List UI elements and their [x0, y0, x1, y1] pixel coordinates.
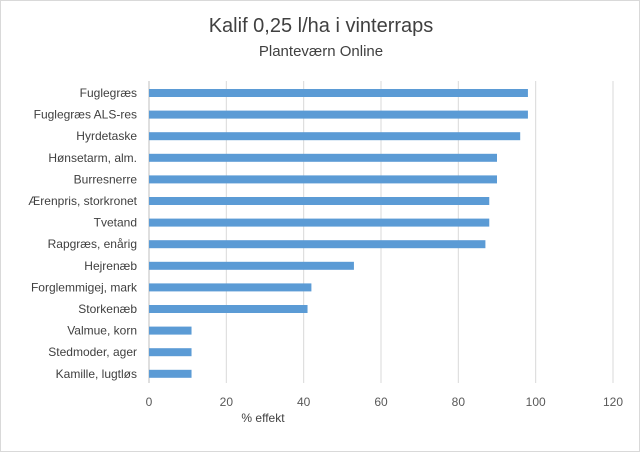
bar — [149, 110, 528, 119]
category-label: Valmue, korn — [67, 324, 137, 338]
category-label: Rapgræs, enårig — [48, 237, 137, 251]
x-tick-label: 100 — [526, 395, 546, 409]
bar — [149, 218, 490, 227]
x-tick-label: 60 — [374, 395, 388, 409]
bar — [149, 261, 354, 270]
bar — [149, 326, 192, 335]
category-label: Fuglegræs — [80, 86, 137, 100]
bar — [149, 89, 528, 97]
bar — [149, 240, 486, 249]
bar — [149, 348, 192, 357]
bar — [149, 175, 497, 184]
x-tick-label: 120 — [603, 395, 623, 409]
x-tick-label: 0 — [146, 395, 153, 409]
chart-title: Kalif 0,25 l/ha i vinterraps — [208, 15, 434, 37]
x-tick-label: 20 — [220, 395, 234, 409]
bar — [149, 132, 521, 141]
bar — [149, 197, 490, 205]
bar — [149, 369, 192, 378]
category-label: Ærenpris, storkronet — [28, 194, 137, 208]
x-axis-title: % effekt — [241, 411, 285, 425]
category-label: Stedmoder, ager — [48, 345, 137, 359]
category-label: Burresnerre — [74, 172, 138, 186]
bar — [149, 283, 312, 292]
category-label: Tvetand — [94, 216, 137, 230]
x-tick-label: 40 — [297, 395, 311, 409]
x-tick-label: 80 — [452, 395, 466, 409]
bar — [149, 305, 308, 313]
category-label: Fuglegræs ALS-res — [34, 108, 137, 122]
category-label: Hønsetarm, alm. — [48, 151, 137, 165]
bar — [149, 153, 497, 162]
category-label: Hejrenæb — [84, 259, 137, 273]
category-label: Storkenæb — [78, 302, 137, 316]
category-label: Kamille, lugtløs — [56, 367, 137, 381]
category-label: Forglemmigej, mark — [31, 280, 138, 294]
category-label: Hyrdetaske — [76, 129, 137, 143]
chart-subtitle: Planteværn Online — [258, 43, 384, 60]
